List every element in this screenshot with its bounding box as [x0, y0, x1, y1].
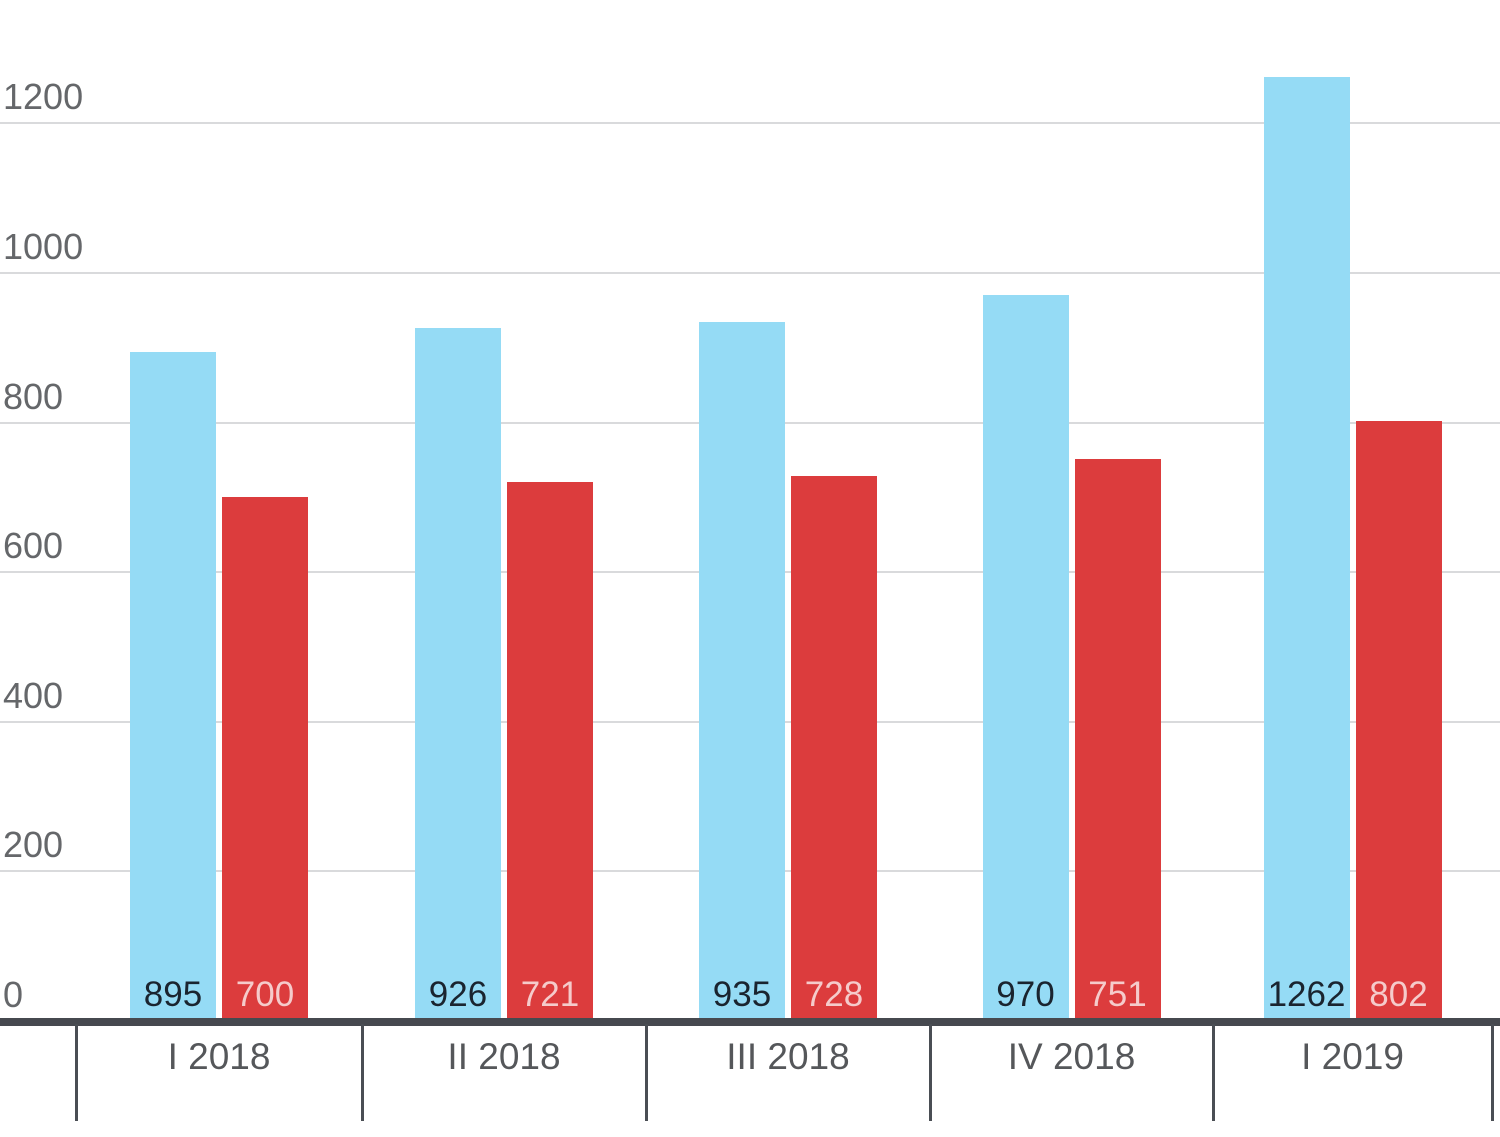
x-axis-tick-0 — [74, 1024, 78, 1121]
bar-value-label-blue-series-i-2018: 895 — [143, 975, 203, 1014]
bar-blue-series-iv-2018[interactable] — [982, 295, 1069, 1021]
bar-blue-series-ii-2018[interactable] — [415, 328, 501, 1021]
y-tick-label-600: 600 — [3, 525, 64, 567]
x-axis-category-label-ii-2018: II 2018 — [447, 1036, 561, 1077]
x-axis-tick-2 — [644, 1024, 648, 1121]
x-axis-tick-4 — [1211, 1024, 1215, 1121]
bar-red-series-iv-2018[interactable] — [1074, 459, 1161, 1021]
y-tick-label-1000: 1000 — [3, 226, 84, 267]
x-axis-category-label-i-2018: I 2018 — [167, 1036, 271, 1077]
y-tick-label-800: 800 — [3, 375, 64, 417]
x-axis-tick-5 — [1490, 1024, 1494, 1121]
bar-value-label-blue-series-ii-2018: 926 — [428, 975, 488, 1014]
x-axis-category-label-iv-2018: IV 2018 — [1007, 1036, 1136, 1077]
bar-value-label-red-series-iii-2018: 728 — [804, 975, 864, 1014]
bar-value-label-red-series-ii-2018: 721 — [520, 975, 580, 1014]
bar-red-series-i-2019[interactable] — [1355, 421, 1442, 1021]
bar-red-series-ii-2018[interactable] — [507, 481, 593, 1021]
x-axis-category-label-iii-2018: III 2018 — [726, 1036, 850, 1077]
bar-value-label-blue-series-iv-2018: 970 — [996, 975, 1055, 1014]
gridline-1000 — [0, 272, 1500, 274]
bar-value-label-blue-series-iii-2018: 935 — [712, 975, 772, 1014]
gridline-1200 — [0, 122, 1500, 125]
y-tick-label-400: 400 — [3, 674, 64, 716]
bar-blue-series-i-2019[interactable] — [1263, 77, 1350, 1021]
x-axis-tick-3 — [928, 1024, 932, 1121]
bar-red-series-iii-2018[interactable] — [791, 476, 877, 1021]
bar-value-label-blue-series-i-2019: 1262 — [1267, 975, 1346, 1014]
bar-value-label-red-series-i-2018: 700 — [235, 975, 295, 1014]
bar-blue-series-i-2018[interactable] — [130, 351, 216, 1021]
bar-blue-series-iii-2018[interactable] — [699, 321, 785, 1021]
bar-value-label-red-series-iv-2018: 751 — [1088, 975, 1147, 1014]
bar-value-label-red-series-i-2019: 802 — [1369, 975, 1428, 1014]
y-tick-label-1200: 1200 — [3, 76, 84, 118]
x-axis-line — [0, 1018, 1500, 1026]
y-tick-label-0: 0 — [3, 974, 24, 1015]
y-tick-label-200: 200 — [3, 824, 64, 866]
x-axis-tick-1 — [360, 1024, 364, 1121]
bar-red-series-i-2018[interactable] — [222, 497, 308, 1021]
x-axis-category-label-i-2019: I 2019 — [1301, 1036, 1404, 1077]
